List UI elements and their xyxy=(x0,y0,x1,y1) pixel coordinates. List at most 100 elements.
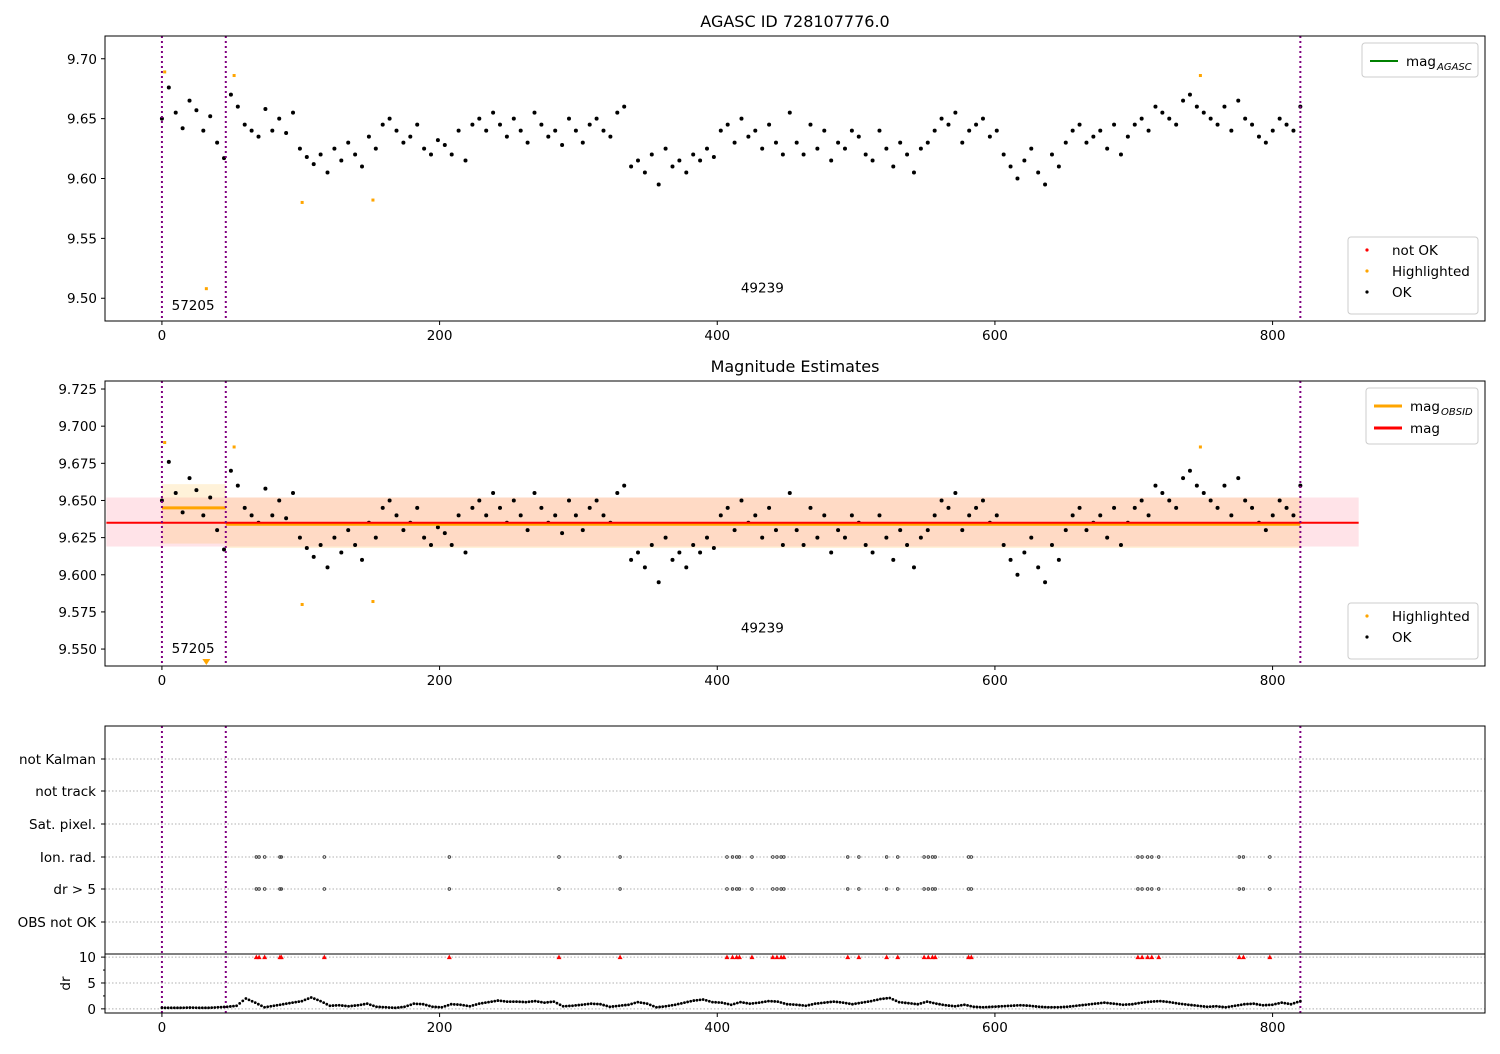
ok-point xyxy=(435,138,440,143)
ok-point xyxy=(1063,140,1068,145)
dr-point xyxy=(732,1002,736,1006)
ok-point xyxy=(463,158,468,163)
dr-point xyxy=(1171,1001,1175,1005)
dr-clipped-marker xyxy=(749,954,755,960)
dr-point xyxy=(1065,1005,1069,1009)
flag-point xyxy=(1237,887,1241,891)
legend-marker xyxy=(1365,269,1369,273)
ok-point xyxy=(635,550,640,555)
dr-point xyxy=(751,1001,755,1005)
dr-point xyxy=(950,1004,954,1008)
ok-point xyxy=(711,154,716,159)
ok-point xyxy=(477,498,482,503)
dr-point xyxy=(484,1001,487,1005)
dr-point xyxy=(309,996,313,999)
ok-point xyxy=(642,170,647,175)
flag-label: Sat. pixel. xyxy=(29,817,96,833)
dr-clipped-marker xyxy=(968,954,974,960)
ok-point xyxy=(891,164,896,169)
dr-point xyxy=(1149,1000,1153,1004)
dr-point xyxy=(807,1003,811,1007)
dr-point xyxy=(1230,1004,1234,1008)
ok-point xyxy=(277,116,282,121)
flag-point xyxy=(1140,887,1144,891)
dr-point xyxy=(987,1005,991,1009)
dr-clipped-marker xyxy=(1149,954,1155,960)
ok-point xyxy=(884,146,889,151)
dr-clipped-marker xyxy=(1156,954,1162,960)
ok-point xyxy=(511,498,516,503)
dr-point xyxy=(1165,1000,1169,1004)
dr-point xyxy=(415,1002,419,1006)
ok-point xyxy=(994,128,999,133)
dr-point xyxy=(981,1005,985,1009)
flag-point xyxy=(771,855,775,859)
flag-point xyxy=(618,887,622,891)
ok-point xyxy=(1118,543,1123,548)
ok-point xyxy=(173,491,178,496)
ok-point xyxy=(891,557,896,562)
dr-point xyxy=(931,1001,935,1005)
dr-clipped-marker xyxy=(781,954,787,960)
ok-point xyxy=(573,128,578,133)
dr-point xyxy=(903,1001,907,1005)
dr-point xyxy=(372,1004,375,1008)
dr-point xyxy=(378,1005,382,1009)
dr-point xyxy=(838,1000,842,1004)
dr-point xyxy=(493,999,497,1003)
ok-point xyxy=(477,116,482,121)
flag-point xyxy=(884,855,889,859)
dr-point xyxy=(508,1000,512,1004)
dr-point xyxy=(704,999,708,1002)
ok-point xyxy=(649,543,654,548)
flag-point xyxy=(278,855,282,859)
flags-panel: not Kalman not track Sat. pixel. Ion. rad. d… xyxy=(18,725,1486,1013)
dr-point xyxy=(919,1001,923,1005)
ok-point xyxy=(311,162,316,167)
legend-label: mag xyxy=(1410,421,1440,437)
dr-point xyxy=(384,1005,388,1009)
flag-point xyxy=(1268,887,1272,891)
dr-point xyxy=(381,1005,385,1009)
ok-point xyxy=(325,170,330,175)
flag-point xyxy=(926,855,930,859)
x-tick-label: 200 xyxy=(427,1020,453,1036)
ok-point xyxy=(284,130,289,135)
dr-point xyxy=(1130,1002,1134,1006)
ok-point xyxy=(815,146,820,151)
ok-point xyxy=(773,140,778,145)
dr-point xyxy=(533,999,537,1003)
dr-point xyxy=(362,1002,366,1006)
flag-point xyxy=(933,855,937,859)
ok-point xyxy=(925,528,930,533)
dr-point xyxy=(661,1005,665,1009)
dr-point xyxy=(241,999,245,1003)
observation-annotation: 57205 xyxy=(172,298,215,314)
dr-point xyxy=(795,1003,798,1007)
ok-point xyxy=(1263,140,1268,145)
dr-point xyxy=(826,1000,829,1004)
dr-point xyxy=(197,1006,201,1010)
flag-label: Ion. rad. xyxy=(40,850,96,866)
ok-point xyxy=(980,116,985,121)
dr-point xyxy=(851,1002,854,1006)
ok-point xyxy=(1029,535,1034,540)
dr-point xyxy=(194,1006,198,1010)
flag-point xyxy=(969,855,974,859)
flag-point xyxy=(557,887,561,891)
ok-point xyxy=(905,543,910,548)
ok-point xyxy=(739,498,744,503)
flag-point xyxy=(737,887,742,891)
dr-point xyxy=(994,1005,997,1009)
highlighted-point xyxy=(371,198,375,202)
dr-point xyxy=(210,1006,214,1010)
dr-point xyxy=(1249,1002,1252,1006)
flag-point xyxy=(1150,855,1154,859)
dr-point xyxy=(742,1001,745,1005)
dr-point xyxy=(894,999,898,1003)
dr-point xyxy=(695,998,699,1002)
dr-point xyxy=(928,1000,932,1004)
ok-point xyxy=(311,554,316,559)
dr-point xyxy=(1071,1004,1075,1008)
ok-point xyxy=(829,158,834,163)
